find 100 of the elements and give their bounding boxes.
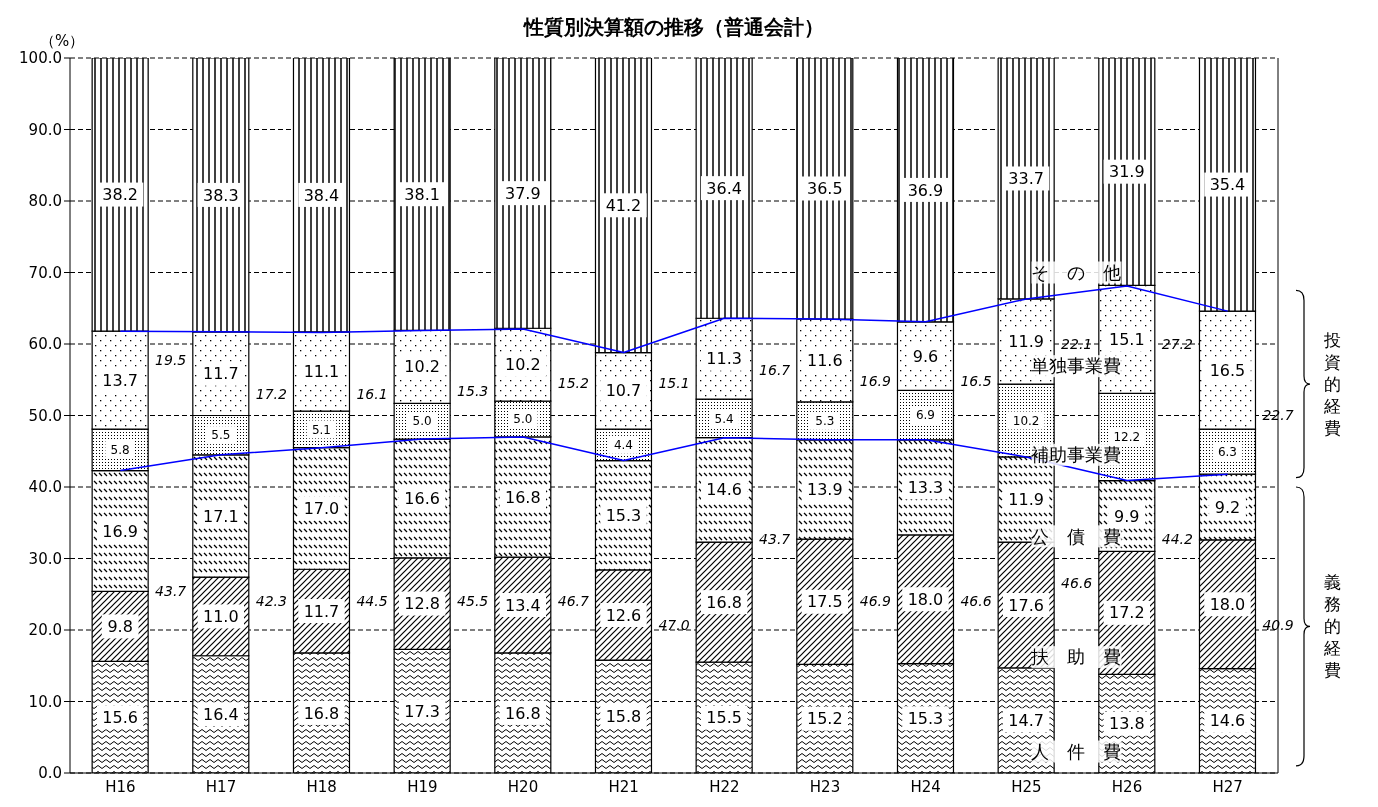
data-label: 15.3 [907,708,944,728]
data-label: 38.3 [203,185,239,205]
data-label: 16.8 [505,703,541,723]
text: 義務的経費 [1322,572,1341,681]
data-label: 16.5 [1209,360,1246,380]
data-label: 18.0 [1209,594,1246,614]
data-label: 11.7 [203,364,239,384]
x-tick-label: H17 [205,777,237,796]
data-label: 13.9 [807,480,843,500]
data-label: 9.9 [1114,506,1140,526]
x-tick-label: H22 [709,777,740,796]
data-label: 17.1 [203,506,239,526]
series-label: 補助事業費 [1031,444,1122,466]
annotation: 46.6 [1061,574,1093,591]
data-label: 5.0 [513,412,533,427]
data-label: 5.4 [714,411,734,426]
data-label: 10.2 [505,355,541,375]
x-tick-label: H20 [507,777,539,796]
series-label: 扶 助 費 [1030,646,1122,668]
annotation: 44.5 [356,593,388,610]
text: 投資的経費 [1322,329,1341,438]
series-label: 人 件 費 [1031,740,1122,762]
data-label: 10.2 [404,357,440,377]
y-tick-label: 50.0 [28,406,62,425]
y-tick-label: 70.0 [28,263,62,282]
series-label: 公 債 費 [1031,525,1122,547]
data-label: 16.4 [203,704,239,724]
chart-title: 性質別決算額の推移（普通会計） [522,15,824,39]
data-label: 15.3 [605,505,642,525]
data-label: 5.5 [211,428,231,443]
annotation: 15.1 [658,374,690,391]
annotation: 43.7 [155,582,187,599]
annotation: 40.9 [1262,616,1294,633]
data-label: 13.8 [1109,714,1145,734]
annotation: 47.0 [658,616,690,633]
data-label: 17.6 [1008,595,1044,615]
y-tick-label: 20.0 [28,621,62,640]
annotation: 27.2 [1161,335,1194,352]
data-label: 9.6 [912,346,939,366]
annotation: 46.6 [960,593,992,610]
data-label: 6.9 [915,408,936,423]
x-tick-label: H21 [608,777,639,796]
data-label: 15.1 [1109,329,1145,349]
data-label: 16.8 [706,592,742,612]
data-label: 33.7 [1008,169,1044,189]
series-label: 単独事業費 [1031,355,1122,377]
data-label: 36.4 [706,178,742,198]
data-label: 5.0 [412,414,432,429]
annotation: 16.7 [759,362,791,379]
data-label: 5.8 [110,443,130,458]
y-tick-label: 30.0 [28,549,62,568]
x-tick-label: H27 [1212,777,1243,796]
annotation: 15.2 [557,374,590,391]
data-label: 11.3 [706,349,742,369]
y-tick-label: 100.0 [19,49,62,68]
data-label: 31.9 [1109,162,1145,182]
annotation: 16.5 [960,373,992,390]
data-label: 11.7 [303,601,340,621]
x-tick-label: H23 [809,777,841,796]
annotation: 22.7 [1262,406,1294,423]
data-label: 38.1 [404,184,440,204]
y-tick-label: 0.0 [38,764,62,783]
x-tick-label: H18 [306,777,337,796]
data-label: 36.9 [907,180,944,200]
data-label: 38.2 [102,185,138,205]
y-tick-label: 80.0 [28,192,62,211]
y-axis-title: （%） [40,32,85,50]
data-label: 16.6 [404,489,440,509]
data-label: 11.9 [1008,332,1044,352]
annotation: 44.2 [1161,531,1194,548]
data-label: 9.2 [1214,497,1241,517]
annotation: 46.7 [557,593,590,610]
data-label: 14.7 [1008,711,1044,731]
annotation: 16.1 [356,385,388,402]
data-label: 35.4 [1209,175,1246,195]
data-label: 37.9 [505,183,541,203]
data-label: 16.9 [102,521,138,541]
x-tick-label: H24 [910,777,941,796]
annotation: 43.7 [759,531,791,548]
data-label: 11.6 [807,351,843,371]
x-tick-label: H26 [1111,777,1143,796]
data-label: 13.3 [907,477,944,497]
data-label: 14.6 [706,480,742,500]
y-tick-label: 60.0 [28,335,62,354]
data-label: 10.7 [605,381,642,401]
annotation: 45.5 [457,593,489,610]
data-label: 11.0 [203,607,239,627]
data-label: 13.4 [505,595,541,615]
data-label: 15.8 [605,707,642,727]
y-tick-label: 10.0 [28,692,62,711]
data-label: 17.5 [807,592,843,612]
annotation: 16.9 [859,373,892,390]
data-label: 6.3 [1217,444,1238,459]
data-label: 9.8 [107,617,133,637]
data-label: 36.5 [807,179,843,199]
data-label: 18.0 [907,589,944,609]
data-label: 14.6 [1209,711,1246,731]
data-label: 12.8 [404,594,440,614]
annotation: 46.9 [859,593,892,610]
data-label: 11.1 [303,362,340,382]
